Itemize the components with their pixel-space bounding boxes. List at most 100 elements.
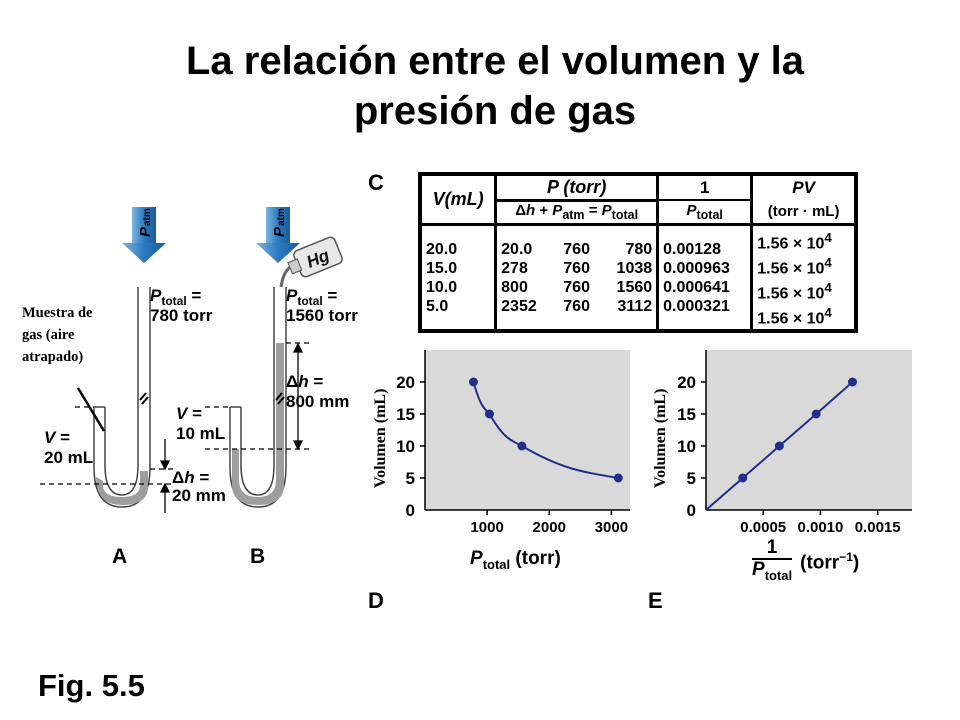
x-tick-label: 2000 bbox=[533, 519, 566, 536]
data-point bbox=[811, 409, 821, 419]
table-cell: 2352 bbox=[501, 298, 537, 316]
title-line-1: La relación entre el volumen y la bbox=[185, 39, 804, 83]
panel-label-a: A bbox=[112, 545, 127, 568]
table-cell: 760 bbox=[563, 260, 590, 278]
table-cell: 1038 bbox=[616, 260, 653, 278]
table-cell: 1.56 × 104 bbox=[757, 254, 832, 278]
data-point bbox=[738, 473, 748, 483]
x-tick-label: 0.0015 bbox=[855, 519, 901, 536]
table-cell: 1.56 × 104 bbox=[757, 229, 832, 252]
data-point bbox=[613, 473, 623, 483]
table-cell: 3112 bbox=[617, 298, 653, 316]
svg-text:Ptotal =: Ptotal = bbox=[150, 286, 201, 308]
svg-text:V =: V = bbox=[44, 428, 70, 447]
plot-area bbox=[706, 350, 912, 510]
patm-label-b: atm bbox=[276, 208, 287, 226]
header-inv: 1 bbox=[656, 172, 754, 200]
table-cell: 760 bbox=[563, 241, 590, 259]
v-col: 20.0 15.0 10.0 5.0 bbox=[418, 222, 498, 333]
ptotal-col: 780 1038 1560 3112 bbox=[599, 224, 660, 331]
header-pv-units: (torr · mL) bbox=[750, 200, 858, 226]
table-cell: 10.0 bbox=[426, 279, 458, 297]
y-tick-label: 10 bbox=[396, 437, 415, 456]
patm-arrow-b-icon: P atm bbox=[256, 207, 300, 263]
header-pv: PV bbox=[750, 172, 858, 200]
v-value-a: 20 mL bbox=[44, 448, 93, 467]
table-cell: 760 bbox=[563, 298, 590, 316]
chart-e-ylabel: Volumen (mL) bbox=[652, 388, 669, 488]
chart-d-xlabel: Ptotal (torr) bbox=[470, 548, 561, 572]
svg-text:Ptotal =: Ptotal = bbox=[286, 286, 337, 308]
table-cell: 800 bbox=[501, 279, 528, 297]
table-cell: 780 bbox=[625, 241, 653, 259]
table-cell: 0.00128 bbox=[663, 241, 721, 259]
dh-value-a: 20 mm bbox=[172, 486, 226, 505]
panel-label-b: B bbox=[250, 545, 265, 568]
x-tick-label: 0.0005 bbox=[740, 519, 786, 536]
svg-text:P: P bbox=[271, 226, 288, 237]
panel-label-e: E bbox=[648, 588, 663, 613]
svg-text:Δh =: Δh = bbox=[172, 468, 209, 487]
x-tick-label: 0.0010 bbox=[797, 519, 843, 536]
svg-text:V =: V = bbox=[176, 404, 202, 423]
table-row: 20.0 15.0 10.0 5.0 20.0 278 800 2352 760… bbox=[418, 222, 858, 333]
y-tick-label: 15 bbox=[677, 405, 696, 424]
y-tick-label: 0 bbox=[687, 501, 696, 520]
y-tick-label: 5 bbox=[687, 469, 696, 488]
panel-label-c: C bbox=[368, 170, 384, 195]
y-tick-label: 15 bbox=[396, 405, 415, 424]
x-tick-label: 1000 bbox=[470, 519, 503, 536]
svg-text:P: P bbox=[137, 226, 154, 237]
table-cell: 0.000641 bbox=[663, 279, 730, 297]
manometer-diagram: P atm P atm Hg bbox=[40, 207, 358, 568]
data-table: V(mL) P (torr) 1 PV Δh + Patm = Ptotal P… bbox=[418, 172, 858, 333]
u-tube-a bbox=[93, 287, 151, 508]
data-point bbox=[468, 377, 478, 387]
chart-e-xlabel: 1 Ptotal (torr−1) bbox=[752, 537, 860, 583]
header-v: V(mL) bbox=[418, 172, 498, 226]
x-tick-label: 3000 bbox=[595, 519, 628, 536]
data-point bbox=[517, 441, 527, 451]
table-cell: 1.56 × 104 bbox=[757, 280, 832, 303]
table-cell: 5.0 bbox=[426, 298, 449, 316]
table-cell: 20.0 bbox=[501, 241, 533, 259]
data-point bbox=[774, 441, 784, 451]
dh-col: 20.0 278 800 2352 bbox=[496, 224, 554, 331]
table-cell: 760 bbox=[563, 279, 590, 297]
table-cell: 278 bbox=[501, 260, 528, 278]
y-tick-label: 10 bbox=[677, 437, 696, 456]
header-p-formula: Δh + Patm = Ptotal bbox=[494, 198, 660, 226]
ptotal-value-a: 780 torr bbox=[150, 306, 213, 325]
figure-label: Fig. 5.5 bbox=[38, 668, 145, 703]
sample-annotation-line: Muestra de bbox=[22, 305, 93, 321]
table-cell: 0.000321 bbox=[663, 298, 730, 316]
sample-annotation-line: atrapado) bbox=[22, 349, 84, 365]
plot-area bbox=[425, 350, 630, 510]
panel-label-d: D bbox=[368, 588, 384, 613]
y-tick-label: 20 bbox=[396, 373, 415, 392]
y-tick-label: 0 bbox=[406, 501, 415, 520]
inv-col: 0.00128 0.000963 0.000641 0.000321 bbox=[656, 222, 754, 333]
patm-col: 760 760 760 760 bbox=[554, 224, 599, 331]
patm-arrow-a-icon: P atm bbox=[122, 207, 166, 263]
table-cell: 1560 bbox=[616, 279, 653, 297]
sample-annotation: Muestra de gas (aire atrapado) bbox=[22, 302, 132, 368]
table-cell: 15.0 bbox=[426, 260, 458, 278]
table-cell: 0.000963 bbox=[663, 260, 730, 278]
pv-col: 1.56 × 104 1.56 × 104 1.56 × 104 1.56 × … bbox=[750, 222, 858, 333]
data-point bbox=[847, 377, 857, 387]
sample-annotation-line: gas (aire bbox=[22, 327, 75, 343]
table-cell: 20.0 bbox=[426, 241, 458, 259]
v-value-b: 10 mL bbox=[176, 424, 225, 443]
title-line-2: presión de gas bbox=[353, 89, 637, 133]
patm-label-a: atm bbox=[142, 208, 153, 226]
series-line bbox=[472, 381, 619, 479]
chart-e: 0 5 10 15 20 0.0005 0.0010 0.0015 bbox=[677, 350, 912, 536]
u-tube-b bbox=[229, 287, 287, 508]
chart-d: 0 5 10 15 20 1000 2000 3000 bbox=[396, 350, 630, 536]
hg-bottle-icon: Hg bbox=[287, 236, 343, 278]
sample-pointer bbox=[76, 387, 106, 432]
svg-text:Δh =: Δh = bbox=[286, 372, 323, 391]
header-p: P (torr) bbox=[494, 172, 660, 201]
chart-d-ylabel: Volumen (mL) bbox=[372, 388, 389, 488]
